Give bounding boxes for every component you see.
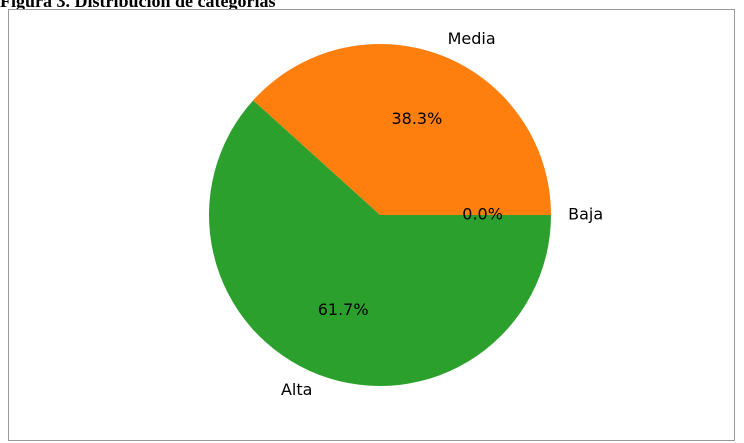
- pie-slice-media: [253, 43, 551, 215]
- slice-pct-alta: 61.7%: [318, 300, 369, 319]
- slice-label-alta: Alta: [281, 380, 312, 399]
- slice-label-baja: Baja: [568, 205, 603, 224]
- pie-slices: [209, 43, 551, 386]
- slice-label-media: Media: [448, 29, 496, 48]
- pie-slice-alta: [209, 100, 551, 386]
- slice-pct-baja: 0.0%: [462, 205, 503, 224]
- pie-labels: Baja 0.0% Media 38.3% Alta 61.7%: [281, 29, 603, 399]
- slice-pct-media: 38.3%: [391, 109, 442, 128]
- document-caption: Figura 3. Distribución de categorías: [0, 0, 276, 11]
